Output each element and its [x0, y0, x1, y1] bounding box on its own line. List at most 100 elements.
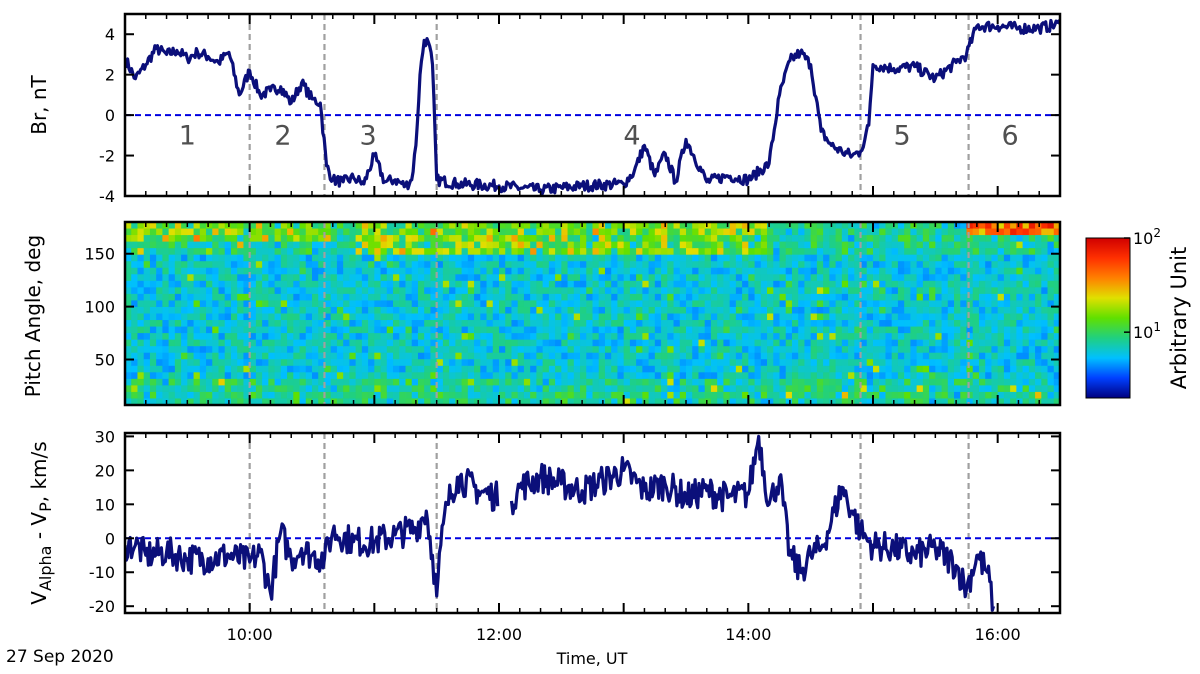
heatmap-cell: [742, 241, 749, 249]
heatmap-cell: [336, 222, 344, 230]
heatmap-cell: [511, 235, 519, 243]
heatmap-cell: [442, 372, 450, 380]
heatmap-cell: [598, 280, 606, 288]
heatmap-cell: [723, 274, 731, 282]
heatmap-cell: [355, 300, 363, 308]
heatmap-cell: [461, 287, 469, 295]
heatmap-cell: [268, 333, 276, 341]
heatmap-cell: [1022, 248, 1030, 256]
heatmap-cell: [710, 385, 718, 393]
heatmap-cell: [199, 339, 207, 347]
heatmap-cell: [499, 300, 506, 308]
heatmap-cell: [474, 293, 481, 302]
heatmap-cell: [1003, 248, 1011, 256]
heatmap-cell: [505, 287, 513, 295]
heatmap-cell: [305, 222, 313, 230]
heatmap-cell: [629, 385, 637, 393]
heatmap-cell: [978, 385, 986, 393]
heatmap-cell: [978, 261, 986, 269]
heatmap-cell: [698, 287, 706, 295]
heatmap-cell: [754, 235, 762, 243]
heatmap-cell: [125, 287, 132, 295]
heatmap-cell: [985, 320, 993, 328]
heatmap-cell: [218, 398, 226, 406]
heatmap-cell: [480, 391, 488, 400]
heatmap-cell: [199, 385, 207, 393]
heatmap-cell: [230, 274, 238, 282]
heatmap-cell: [199, 222, 207, 230]
heatmap-cell: [424, 300, 432, 308]
heatmap-cell: [717, 222, 724, 230]
heatmap-cell: [598, 248, 606, 256]
heatmap-cell: [798, 293, 806, 302]
heatmap-cell: [686, 372, 693, 380]
heatmap-cell: [417, 300, 425, 308]
heatmap-cell: [885, 352, 893, 360]
heatmap-cell: [985, 359, 993, 367]
heatmap-cell: [648, 235, 656, 243]
heatmap-cell: [1041, 267, 1049, 275]
heatmap-cell: [816, 254, 824, 262]
heatmap-cell: [237, 287, 245, 295]
heatmap-cell: [935, 326, 943, 334]
heatmap-cell: [181, 293, 188, 302]
heatmap-cell: [1041, 385, 1049, 393]
pitch-angle-x-ticks: [124, 222, 1061, 405]
heatmap-cell: [168, 261, 176, 269]
heatmap-cell: [336, 267, 344, 275]
heatmap-cell: [623, 339, 631, 347]
heatmap-cell: [318, 320, 326, 328]
heatmap-cell: [954, 398, 961, 406]
heatmap-cell: [131, 300, 139, 308]
heatmap-cell: [312, 365, 319, 373]
heatmap-cell: [748, 320, 756, 328]
heatmap-cell: [841, 241, 849, 249]
heatmap-cell: [891, 280, 899, 288]
heatmap-cell: [735, 378, 743, 386]
velocity-x-ticks: [124, 433, 1061, 613]
heatmap-cell: [648, 313, 656, 321]
heatmap-cell: [492, 300, 500, 308]
heatmap-cell: [361, 372, 369, 380]
heatmap-cell: [611, 280, 619, 288]
heatmap-cell: [972, 287, 980, 295]
heatmap-cell: [206, 280, 213, 288]
heatmap-cell: [698, 333, 706, 341]
heatmap-cell: [997, 385, 1005, 393]
heatmap-cell: [274, 248, 282, 256]
heatmap-cell: [461, 346, 469, 354]
heatmap-cell: [343, 326, 350, 334]
heatmap-cell: [405, 293, 413, 302]
heatmap-cell: [312, 293, 319, 302]
heatmap-cell: [1028, 287, 1036, 295]
heatmap-cell: [735, 365, 743, 373]
heatmap-cell: [243, 398, 251, 406]
heatmap-cell: [804, 287, 812, 295]
heatmap-cell: [991, 378, 999, 386]
heatmap-cell: [305, 339, 313, 347]
heatmap-cell: [162, 352, 170, 360]
heatmap-cell: [1047, 274, 1055, 282]
heatmap-cell: [885, 274, 893, 282]
heatmap-cell: [667, 365, 675, 373]
heatmap-cell: [779, 391, 787, 400]
heatmap-cell: [1010, 333, 1017, 341]
heatmap-cell: [723, 391, 731, 400]
heatmap-cell: [567, 254, 575, 262]
heatmap-cell: [611, 254, 619, 262]
heatmap-cell: [848, 241, 855, 249]
heatmap-cell: [922, 241, 930, 249]
heatmap-cell: [623, 352, 631, 360]
heatmap-cell: [835, 391, 843, 400]
heatmap-cell: [966, 228, 974, 236]
heatmap-cell: [193, 222, 201, 230]
heatmap-cell: [230, 300, 238, 308]
heatmap-cell: [941, 267, 949, 275]
heatmap-cell: [499, 365, 506, 373]
heatmap-cell: [199, 391, 207, 400]
heatmap-cell: [885, 261, 893, 269]
heatmap-cell: [149, 352, 157, 360]
heatmap-cell: [860, 235, 868, 243]
heatmap-cell: [530, 352, 537, 360]
heatmap-cell: [492, 274, 500, 282]
